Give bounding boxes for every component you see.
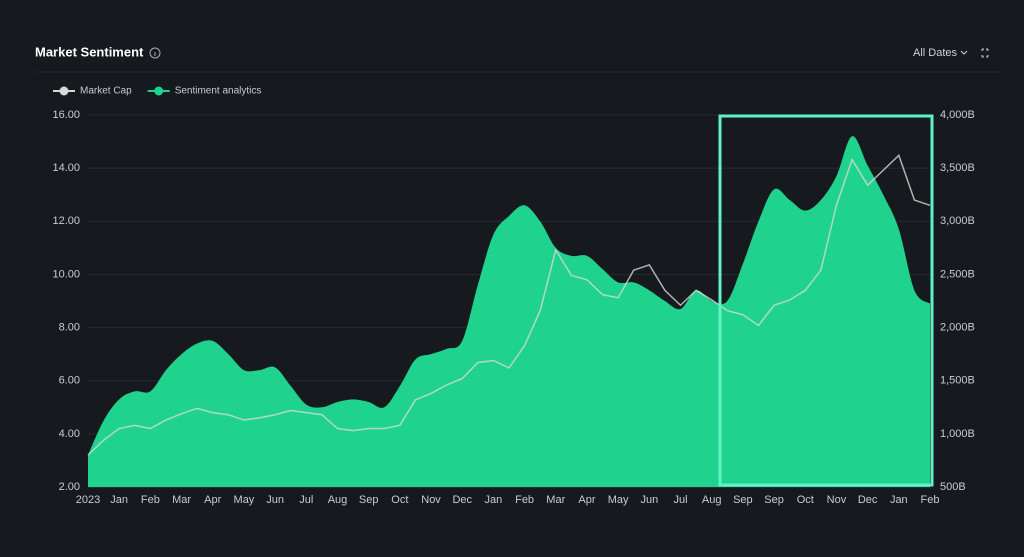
y-tick-label: 12.00 bbox=[52, 215, 80, 227]
x-tick-label: Nov bbox=[421, 494, 441, 506]
x-tick-label: Jan bbox=[110, 494, 128, 506]
legend-marker bbox=[154, 86, 164, 96]
x-tick-label: Aug bbox=[328, 494, 348, 506]
info-icon[interactable] bbox=[149, 47, 161, 59]
market-cap-line bbox=[87, 154, 931, 456]
x-tick-label: Feb bbox=[921, 494, 940, 506]
x-tick-label: Mar bbox=[172, 494, 191, 506]
x-tick-label: Feb bbox=[515, 494, 534, 506]
x-tick-label: Dec bbox=[452, 494, 472, 506]
y-tick-label: 10.00 bbox=[52, 268, 80, 280]
legend-label: Sentiment analytics bbox=[175, 86, 262, 97]
x-tick-label: Jan bbox=[485, 494, 503, 506]
y-tick-label: 14.00 bbox=[52, 162, 80, 174]
highlight-box bbox=[718, 114, 934, 487]
x-tick-label: Sep bbox=[733, 494, 753, 506]
y2-tick-label: 1,500B bbox=[940, 375, 975, 387]
expand-icon[interactable] bbox=[981, 48, 989, 58]
x-tick-label: Jul bbox=[299, 494, 313, 506]
x-tick-label: Sep bbox=[359, 494, 379, 506]
x-tick-label: Jul bbox=[673, 494, 687, 506]
y2-tick-label: 500B bbox=[940, 481, 966, 493]
x-tick-label: Sep bbox=[764, 494, 784, 506]
panel-title: Market Sentiment bbox=[35, 44, 144, 59]
date-filter[interactable]: All Dates bbox=[913, 47, 958, 59]
y2-tick-label: 3,000B bbox=[940, 215, 975, 227]
info-circle bbox=[149, 47, 161, 59]
y-tick-label: 4.00 bbox=[59, 428, 80, 440]
legend-label: Market Cap bbox=[80, 86, 132, 97]
dropdown-caret bbox=[960, 50, 968, 55]
x-tick-label: Aug bbox=[702, 494, 722, 506]
x-tick-label: Nov bbox=[827, 494, 847, 506]
x-tick-label: 2023 bbox=[76, 494, 100, 506]
x-tick-label: Feb bbox=[141, 494, 160, 506]
legend-marker bbox=[59, 86, 69, 96]
y2-tick-label: 2,000B bbox=[940, 321, 975, 333]
y2-tick-label: 3,500B bbox=[940, 162, 975, 174]
x-tick-label: May bbox=[234, 494, 255, 506]
x-tick-label: Mar bbox=[546, 494, 565, 506]
x-tick-label: Oct bbox=[391, 494, 408, 506]
x-tick-label: Jun bbox=[266, 494, 284, 506]
y-tick-label: 2.00 bbox=[59, 481, 80, 493]
x-tick-label: Apr bbox=[204, 494, 221, 506]
y2-tick-label: 4,000B bbox=[940, 109, 975, 121]
y-tick-label: 8.00 bbox=[59, 321, 80, 333]
y-tick-label: 16.00 bbox=[52, 109, 80, 121]
y-tick-label: 6.00 bbox=[59, 375, 80, 387]
y2-tick-label: 2,500B bbox=[940, 268, 975, 280]
x-tick-label: Dec bbox=[858, 494, 878, 506]
x-tick-label: Oct bbox=[797, 494, 814, 506]
x-tick-label: Apr bbox=[578, 494, 595, 506]
x-tick-label: Jan bbox=[890, 494, 908, 506]
y2-tick-label: 1,000B bbox=[940, 428, 975, 440]
x-tick-label: May bbox=[608, 494, 629, 506]
x-tick-label: Jun bbox=[640, 494, 658, 506]
